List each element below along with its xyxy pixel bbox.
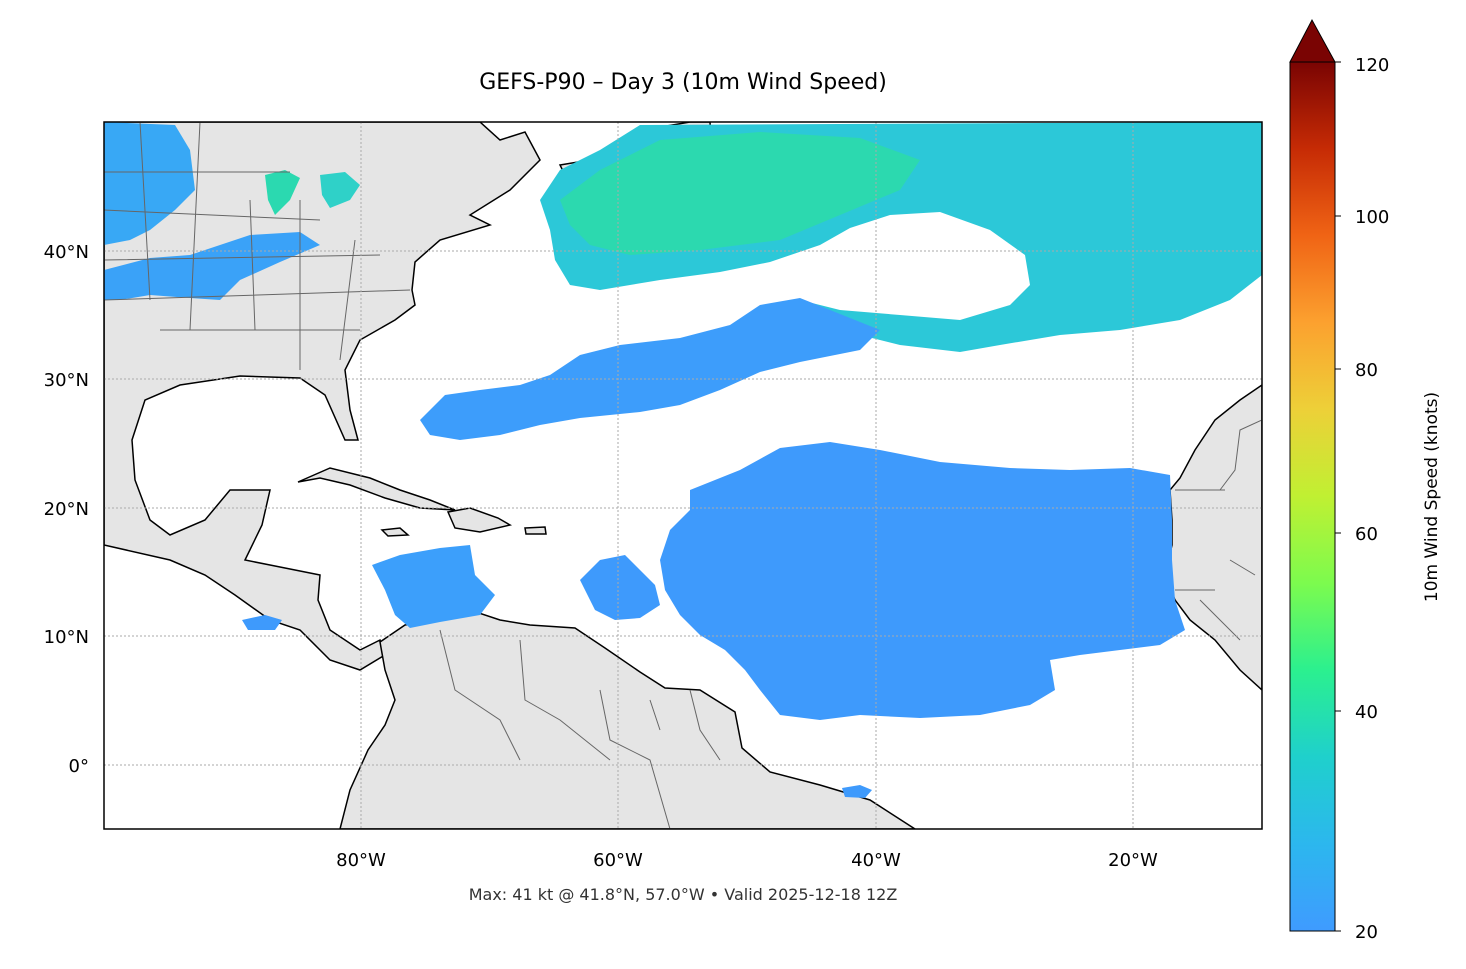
colorbar-tick-label: 20	[1355, 922, 1378, 943]
y-tick-label: 20°N	[44, 499, 89, 520]
x-axis-labels: 80°W 60°W 40°W 20°W	[336, 850, 1158, 871]
colorbar-tick-label: 40	[1355, 702, 1378, 723]
wind-region-caribbean	[372, 545, 495, 628]
x-tick-label: 80°W	[336, 850, 386, 871]
colorbar-tick-label: 100	[1355, 207, 1389, 228]
max-wind-footnote: Max: 41 kt @ 41.8°N, 57.0°W • Valid 2025…	[468, 885, 898, 904]
colorbar-tick-label: 60	[1355, 524, 1378, 545]
colorbar-tick-label: 80	[1355, 360, 1378, 381]
wind-region-central-band	[420, 298, 880, 440]
y-tick-label: 0°	[69, 756, 89, 777]
y-tick-label: 40°N	[44, 242, 89, 263]
x-tick-label: 40°W	[851, 850, 901, 871]
land-south-america	[339, 609, 917, 829]
wind-speed-field	[104, 122, 1262, 798]
wind-region-north-atlantic-core	[560, 132, 920, 255]
gridlines	[104, 122, 1262, 829]
colorbar-gradient	[1289, 61, 1336, 932]
x-tick-label: 20°W	[1108, 850, 1158, 871]
y-tick-label: 10°N	[44, 627, 89, 648]
wind-region-gulf-patch	[242, 615, 282, 630]
colorbar: 120 100 80 60 40 20	[1289, 18, 1389, 943]
wind-region-lesser-antilles	[580, 555, 660, 620]
x-tick-label: 60°W	[593, 850, 643, 871]
map-frame	[103, 121, 1263, 830]
colorbar-tick-label: 120	[1355, 55, 1389, 76]
wind-region-ontario	[320, 172, 360, 208]
y-axis-labels: 40°N 30°N 20°N 10°N 0°	[44, 242, 89, 777]
land-puerto-rico	[524, 526, 547, 535]
wind-region-midwest	[104, 232, 320, 300]
wind-region-great-lakes	[104, 122, 195, 245]
wind-region-trade-winds	[660, 442, 1185, 720]
political-borders	[104, 122, 1262, 829]
colorbar-ticks	[1335, 61, 1341, 932]
map-title: GEFS-P90 – Day 3 (10m Wind Speed)	[479, 70, 887, 95]
wind-region-lakes-gust	[265, 170, 300, 215]
colorbar-extend-arrow	[1289, 18, 1336, 63]
y-tick-label: 30°N	[44, 370, 89, 391]
colorbar-label: 10m Wind Speed (knots)	[1422, 391, 1442, 603]
land-jamaica	[380, 527, 410, 537]
wind-region-equator-patch	[842, 785, 872, 798]
